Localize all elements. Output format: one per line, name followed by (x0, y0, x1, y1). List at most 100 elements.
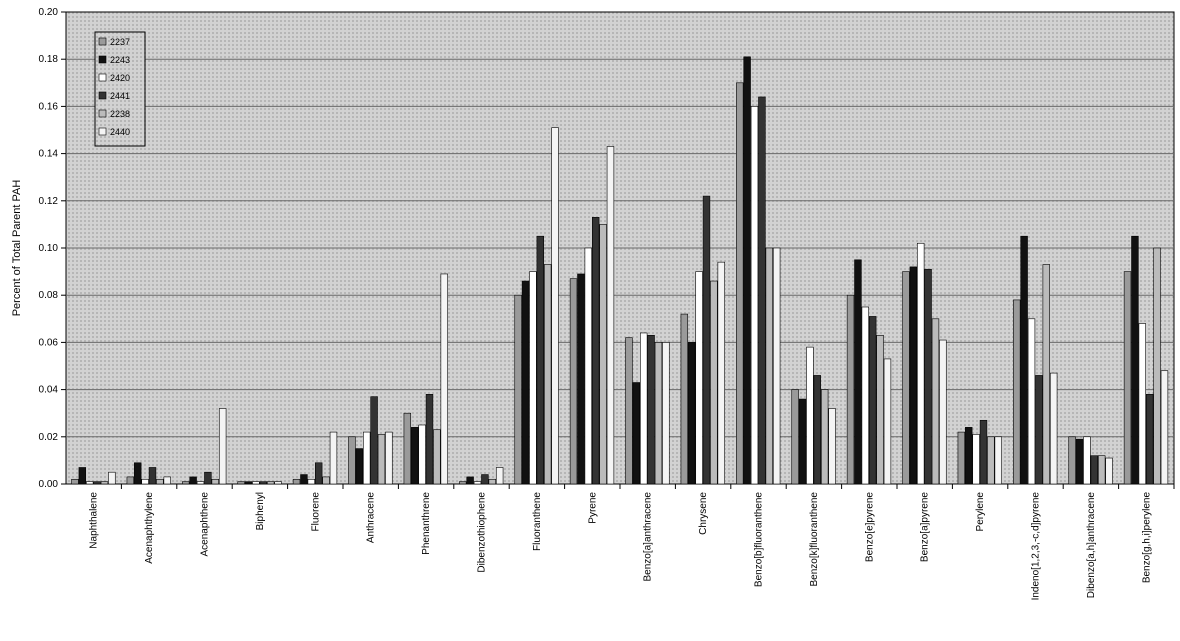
bar-2237 (1068, 436, 1076, 485)
bar-2420 (750, 106, 759, 485)
bar-2243 (798, 398, 807, 485)
bar-2237 (569, 278, 578, 485)
category-label: Benzo[k]fluoranthene (809, 492, 820, 587)
bar-2440 (883, 358, 892, 485)
bar-2420 (584, 247, 592, 485)
bar-2420 (307, 478, 316, 485)
bar-2237 (625, 337, 633, 485)
category-label: Chrysene (698, 492, 709, 535)
bar-2440 (939, 339, 947, 485)
bar-2441 (148, 467, 157, 485)
bar-2420 (473, 481, 482, 485)
bar-2420 (86, 481, 94, 485)
bar-2440 (717, 261, 725, 485)
bar-2237 (403, 412, 412, 485)
bar-2440 (551, 127, 559, 485)
category-label: Acenaphthene (200, 492, 211, 557)
y-tick-label: 0.00 (39, 479, 59, 490)
bar-2238 (710, 280, 718, 485)
bar-2420 (917, 242, 925, 485)
bar-2420 (806, 346, 814, 485)
bar-2440 (828, 408, 836, 485)
bar-2243 (78, 467, 87, 485)
legend: 2237 2243 2420 2441 2238 2440 (94, 31, 146, 147)
bar-2238 (987, 436, 995, 485)
bar-2441 (702, 195, 711, 485)
legend-label: 2238 (110, 109, 130, 119)
bar-2243 (521, 280, 530, 485)
bar-2420 (1083, 436, 1091, 485)
bar-2237 (292, 478, 301, 485)
bar-2243 (466, 476, 474, 485)
y-tick-label: 0.10 (39, 243, 59, 254)
bar-2243 (688, 342, 696, 485)
bar-2238 (654, 342, 663, 485)
bar-2440 (495, 467, 504, 485)
bar-2420 (252, 481, 260, 485)
bar-2420 (141, 478, 149, 485)
bar-2237 (126, 476, 135, 485)
y-tick-label: 0.12 (39, 196, 59, 207)
category-label: Indeno[1,2,3,-c,d]pyrene (1031, 492, 1042, 601)
bar-2243 (965, 427, 973, 485)
bar-2440 (440, 273, 448, 485)
bar-2441 (647, 335, 655, 485)
legend-swatch (98, 91, 107, 100)
bar-2238 (876, 335, 884, 485)
bar-2238 (1042, 264, 1050, 485)
legend-swatch (98, 109, 107, 118)
bar-2440 (385, 431, 393, 485)
bar-2440 (329, 431, 338, 485)
bar-2440 (1049, 372, 1058, 485)
legend-label: 2441 (110, 91, 130, 101)
bar-2440 (1105, 457, 1113, 485)
bar-2243 (1075, 438, 1084, 485)
bar-2243 (189, 476, 197, 485)
y-tick-label: 0.14 (39, 149, 59, 160)
bar-2441 (259, 481, 267, 485)
bar-2440 (218, 408, 227, 485)
bar-2441 (536, 235, 544, 485)
bar-2420 (1138, 323, 1147, 485)
bar-2441 (314, 462, 323, 485)
bars (71, 56, 1169, 485)
bar-2440 (108, 471, 116, 485)
y-tick-label: 0.18 (39, 54, 59, 65)
bar-2238 (433, 429, 441, 485)
bar-2237 (957, 431, 966, 485)
bar-2440 (274, 481, 282, 485)
category-label: Benzo[b]fluoranthene (754, 492, 765, 588)
bar-2238 (1097, 455, 1106, 485)
bar-2238 (377, 434, 386, 485)
bar-2441 (93, 481, 101, 485)
bar-2440 (662, 342, 670, 485)
bar-2420 (640, 332, 648, 485)
bar-2237 (71, 478, 79, 485)
bar-2243 (300, 474, 308, 485)
category-label: Fluorene (310, 492, 321, 532)
category-label: Biphenyl (255, 492, 266, 530)
bar-2243 (1131, 235, 1139, 485)
bar-2440 (1160, 370, 1169, 485)
category-label: Dibenzo[a,h]anthracene (1086, 492, 1097, 599)
y-axis: 0.00 0.02 0.04 0.06 0.08 0.10 0.12 0.14 0.16 0.18… (39, 7, 66, 490)
bar-2441 (481, 474, 489, 485)
category-label: Pyrene (587, 492, 598, 524)
bar-2243 (411, 427, 419, 485)
bar-2441 (425, 394, 434, 485)
bar-2420 (196, 481, 205, 485)
bar-2238 (1153, 247, 1161, 485)
bar-2238 (765, 247, 773, 485)
bar-2238 (599, 224, 607, 485)
category-label: Phenanthrene (421, 492, 432, 555)
category-label: Perylene (975, 492, 986, 532)
category-label: Acenaphthylene (144, 492, 155, 564)
category-label: Benzo[e]pyrene (864, 492, 875, 562)
bar-2243 (743, 56, 751, 485)
bar-2420 (695, 271, 703, 485)
bar-2243 (909, 266, 918, 485)
bar-2238 (488, 478, 496, 485)
bar-2237 (1013, 299, 1021, 485)
bar-2237 (348, 436, 356, 485)
